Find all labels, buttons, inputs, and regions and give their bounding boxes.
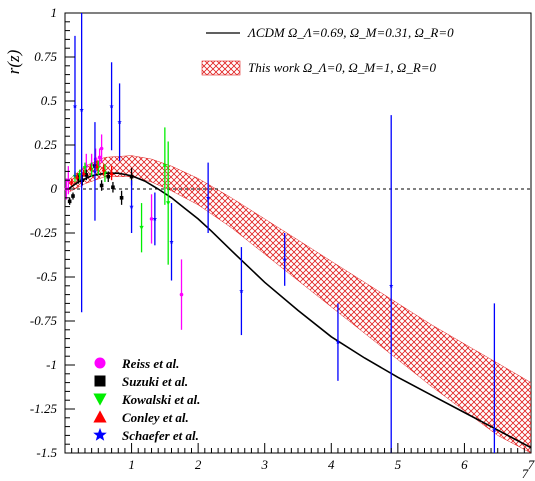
y-tick-label: 1	[51, 5, 58, 20]
x-tick-label: 4	[328, 457, 335, 472]
x-tick-label: 1	[128, 457, 135, 472]
x-tick-label: 3	[260, 457, 268, 472]
data-point-conley-et-al	[69, 179, 74, 184]
legend-swatch-this-work	[201, 60, 241, 76]
data-point-schaefer-et-al	[109, 103, 114, 109]
legend-marker-reiss-et-al	[94, 357, 106, 369]
legend-marker-conley-et-al	[93, 410, 107, 423]
data-point-suzuki-et-al	[80, 178, 85, 182]
x-corner-tick-label: 7	[522, 466, 529, 481]
data-point-conley-et-al	[81, 171, 86, 175]
data-point-reiss-et-al	[97, 155, 102, 160]
y-axis-title: r(z)	[4, 49, 23, 74]
data-point-conley-et-al	[74, 174, 80, 179]
data-point-suzuki-et-al	[84, 173, 89, 177]
data-point-kowalski-et-al	[72, 174, 78, 179]
data-point-schaefer-et-al	[239, 288, 244, 293]
y-tick-label: -1.25	[30, 401, 58, 416]
x-tick-label: 7	[528, 457, 535, 472]
data-point-conley-et-al	[94, 163, 100, 168]
data-point-reiss-et-al	[99, 146, 104, 151]
y-tick-label: 0	[51, 181, 58, 196]
data-point-conley-et-al	[109, 171, 114, 175]
legend-label-conley-et-al: Conley et al.	[122, 410, 189, 425]
data-point-reiss-et-al	[149, 217, 154, 221]
x-tick-label: 6	[461, 457, 468, 472]
y-tick-label: 0.5	[41, 93, 58, 108]
data-point-schaefer-et-al	[72, 103, 78, 109]
y-tick-label: -0.5	[36, 269, 57, 284]
legend-marker-suzuki-et-al	[94, 375, 106, 387]
x-tick-label: 2	[195, 457, 202, 472]
data-point-suzuki-et-al	[99, 183, 104, 188]
legend-marker-kowalski-et-al	[93, 393, 107, 406]
y-tick-label: -0.25	[30, 225, 58, 240]
data-point-schaefer-et-al	[117, 119, 122, 124]
data-point-suzuki-et-al	[129, 174, 134, 179]
data-point-kowalski-et-al	[139, 225, 144, 230]
data-points-layer	[64, 13, 497, 453]
data-point-schaefer-et-al	[129, 204, 134, 209]
data-point-kowalski-et-al	[166, 201, 171, 206]
y-tick-label: -1	[46, 357, 57, 372]
legend-label-this-work: This work Ω_Λ=0, Ω_M=1, Ω_R=0	[248, 60, 437, 75]
legend-label-schaefer-et-al: Schaefer et al.	[122, 428, 199, 443]
y-tick-label: 0.75	[34, 49, 57, 64]
data-point-reiss-et-al	[179, 292, 184, 297]
data-point-schaefer-et-al	[282, 257, 287, 262]
data-point-suzuki-et-al	[71, 194, 75, 198]
data-point-schaefer-et-al	[389, 283, 394, 288]
axis-ticks-layer: 1 2 3 4 5 6 7 1 0.75 0.5 0.25 0 -0.25 -0.5 -0.75 -1 -1.2…	[30, 5, 535, 472]
data-point-schaefer-et-al	[152, 216, 158, 221]
data-point-schaefer-et-al	[205, 195, 211, 200]
model-band-this-work	[68, 155, 531, 453]
legend-label-reiss-et-al: Reiss et al.	[121, 356, 179, 371]
model-legend: ΛCDM Ω_Λ=0.69, Ω_M=0.31, Ω_R=0 This work…	[201, 25, 454, 76]
data-point-schaefer-et-al	[492, 427, 497, 432]
data-point-schaefer-et-al	[79, 107, 84, 112]
series-legend: Reiss et al. Suzuki et al. Kowalski et al.…	[93, 356, 200, 443]
data-point-kowalski-et-al	[77, 173, 82, 178]
data-point-suzuki-et-al	[67, 199, 72, 204]
data-point-suzuki-et-al	[119, 196, 124, 200]
data-point-suzuki-et-al	[111, 185, 115, 190]
y-tick-label: 0.25	[34, 137, 57, 152]
data-point-conley-et-al	[88, 165, 93, 170]
legend-label-lcdm: ΛCDM Ω_Λ=0.69, Ω_M=0.31, Ω_R=0	[246, 25, 454, 40]
data-point-conley-et-al	[101, 167, 106, 172]
data-point-suzuki-et-al	[106, 174, 111, 179]
data-point-schaefer-et-al	[92, 169, 98, 174]
y-tick-label: -0.75	[30, 313, 58, 328]
data-point-kowalski-et-al	[162, 164, 168, 169]
legend-label-kowalski-et-al: Kowalski et al.	[121, 392, 200, 407]
data-point-schaefer-et-al	[169, 239, 174, 244]
data-point-kowalski-et-al	[82, 166, 88, 171]
y-tick-label: -1.5	[36, 445, 57, 460]
legend-marker-schaefer-et-al	[93, 427, 107, 441]
x-tick-label: 5	[395, 457, 402, 472]
data-point-schaefer-et-al	[335, 339, 341, 344]
model-band-layer	[68, 155, 531, 453]
legend-label-suzuki-et-al: Suzuki et al.	[122, 374, 188, 389]
